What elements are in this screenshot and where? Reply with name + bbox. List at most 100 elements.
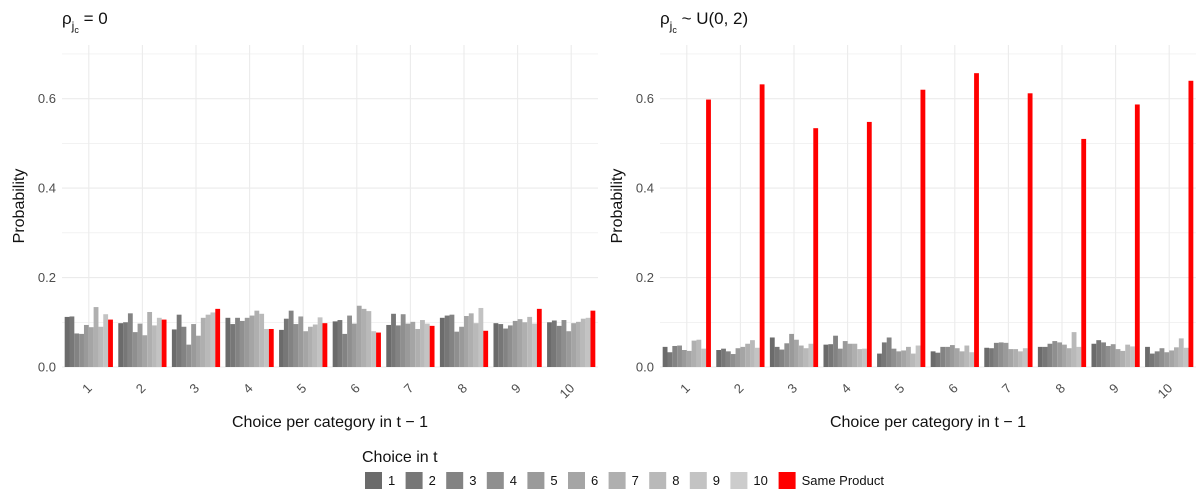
bar-choice-7 [147, 311, 153, 367]
bar-choice-5 [512, 320, 518, 367]
legend-label: 10 [753, 473, 767, 488]
x-tick-label: 5 [892, 381, 908, 397]
bar-choice-9 [317, 317, 323, 367]
bar-choice-4 [677, 345, 682, 367]
bar-same-product [536, 308, 542, 367]
bar-choice-6 [1169, 350, 1175, 367]
bar-choice-4 [837, 348, 843, 367]
bar-same-product [1134, 104, 1140, 367]
legend-swatch [778, 472, 796, 489]
bar-choice-9 [156, 317, 162, 367]
x-tick-label: 4 [240, 381, 256, 397]
legend-swatch [568, 472, 585, 489]
bar-choice-7 [576, 321, 581, 367]
bar-choice-8 [205, 314, 211, 367]
bar-choice-6 [901, 350, 907, 367]
bar-choice-6 [571, 323, 577, 367]
bar-same-product [376, 332, 381, 367]
bar-choice-1 [386, 324, 392, 367]
x-tick-label: 5 [294, 381, 310, 397]
bar-choice-8 [152, 325, 157, 367]
bar-choice-1 [171, 329, 177, 367]
legend-label: 8 [672, 473, 679, 488]
bar-choice-3 [779, 349, 785, 367]
bar-choice-1 [930, 351, 936, 367]
bar-choice-7 [93, 307, 99, 367]
bar-choice-9 [1022, 348, 1028, 367]
bar-choice-5 [191, 324, 196, 367]
x-tick-label: 2 [133, 381, 149, 397]
y-tick-label: 0.2 [38, 270, 56, 285]
bar-choice-3 [556, 325, 562, 367]
bar-choice-7 [522, 322, 528, 367]
bar-choice-2 [230, 324, 236, 367]
bar-choice-6 [1008, 349, 1014, 367]
bar-choice-8 [312, 324, 318, 367]
x-tick-label: 3 [784, 381, 800, 397]
bar-choice-8 [1018, 351, 1023, 367]
bar-choice-7 [745, 343, 751, 367]
bar-choice-2 [391, 313, 396, 367]
bar-choice-4 [454, 331, 460, 367]
bar-choice-6 [410, 321, 416, 367]
bar-same-product [161, 319, 167, 367]
legend-swatch [689, 472, 707, 489]
legend-swatch [730, 472, 748, 489]
bar-same-product [1081, 138, 1087, 367]
bar-choice-2 [551, 320, 557, 367]
bar-choice-5 [244, 317, 250, 367]
bar-same-product [322, 323, 328, 367]
bar-choice-5 [459, 326, 464, 367]
bar-choice-1 [662, 346, 668, 367]
bar-choice-6 [88, 327, 94, 367]
bar-same-product [215, 308, 221, 367]
bar-choice-8 [964, 345, 970, 367]
bar-choice-1 [823, 344, 829, 367]
bar-choice-7 [906, 346, 911, 367]
bar-choice-9 [532, 323, 537, 367]
bar-choice-6 [249, 315, 255, 367]
bar-same-product [590, 310, 596, 367]
bar-choice-2 [881, 342, 887, 367]
bar-choice-2 [989, 348, 994, 367]
bar-same-product [1027, 93, 1033, 368]
bar-choice-4 [79, 333, 84, 367]
bar-same-product [429, 325, 435, 367]
bar-choice-5 [896, 351, 902, 367]
panel-title: ρjc = 0 [62, 9, 108, 35]
bar-choice-8 [1071, 332, 1077, 367]
bar-choice-3 [672, 345, 678, 367]
bar-same-product [268, 328, 274, 367]
bar-choice-1 [984, 347, 990, 367]
y-tick-label: 0.0 [38, 360, 56, 375]
legend-label: Same Product [802, 473, 885, 488]
bar-choice-8 [580, 318, 586, 367]
legend-label: 6 [591, 473, 598, 488]
bar-same-product [866, 121, 872, 367]
bar-choice-7 [1120, 350, 1126, 367]
bar-choice-2 [935, 352, 941, 367]
bar-choice-6 [954, 348, 960, 367]
bar-choice-9 [264, 328, 269, 367]
bar-same-product [1188, 80, 1194, 368]
bar-choice-9 [585, 317, 591, 367]
bar-choice-2 [123, 322, 128, 367]
bar-choice-6 [464, 316, 469, 367]
x-tick-label: 8 [1052, 381, 1068, 397]
bar-choice-2 [1042, 346, 1048, 367]
x-tick-label: 10 [556, 381, 577, 402]
bar-choice-6 [142, 335, 148, 367]
bar-choice-1 [332, 321, 338, 367]
bar-choice-9 [210, 312, 216, 367]
bar-choice-4 [186, 344, 192, 367]
x-tick-label: 3 [186, 381, 202, 397]
panel-right: 0.0 0.2 0.4 0.6 1 2 3 4 5 6 7 8 9 10 Choice per catego… [609, 9, 1196, 431]
bar-choice-4 [1052, 341, 1058, 367]
bar-choice-4 [1105, 345, 1111, 367]
bar-choice-9 [371, 331, 377, 367]
bar-choice-4 [239, 320, 245, 367]
bar-choice-7 [798, 345, 804, 367]
bar-choice-4 [1159, 348, 1165, 367]
bar-choice-7 [959, 351, 965, 367]
bar-choice-2 [1149, 353, 1155, 367]
